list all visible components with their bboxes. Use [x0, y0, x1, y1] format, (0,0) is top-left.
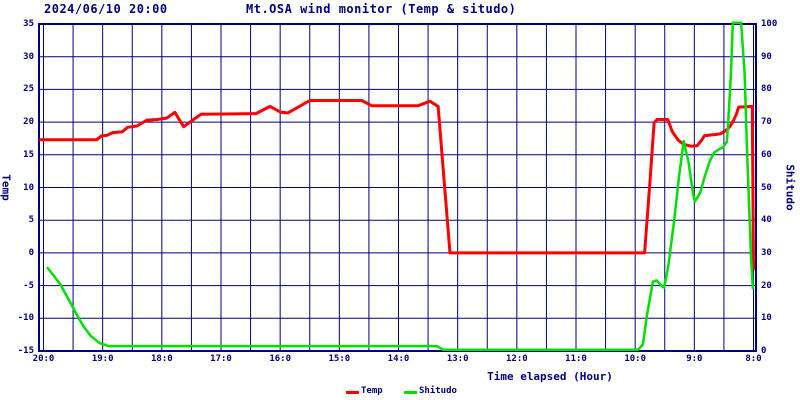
y-right-tick: 60 — [761, 149, 772, 160]
y-left-tick: 0 — [28, 247, 34, 258]
y-left-tick: 15 — [23, 149, 34, 160]
y-left-tick: -10 — [17, 313, 34, 324]
x-tick: 15:0 — [328, 354, 351, 364]
y-right-tick: 20 — [761, 280, 772, 291]
x-tick: 9:0 — [686, 354, 703, 364]
y-left-tick: 20 — [23, 117, 34, 128]
legend-shitudo-label: Shitudo — [419, 386, 457, 396]
series-temp-line — [39, 99, 755, 270]
y-left-tick: -5 — [23, 280, 34, 291]
legend-temp-label: Temp — [361, 386, 383, 396]
series-shitudo-line — [46, 21, 755, 351]
y-right-tick: 100 — [761, 19, 778, 29]
y-left-tick: 25 — [23, 84, 34, 95]
y-right-tick: 10 — [761, 313, 772, 324]
y-left-tick: 30 — [23, 51, 34, 62]
y-right-tick: 80 — [761, 84, 772, 95]
x-tick: 17:0 — [210, 354, 232, 364]
y-axis-right-label: Shitudo — [783, 164, 797, 211]
chart-datetime: 2024/06/10 20:00 — [44, 2, 168, 16]
plot-frame — [38, 23, 757, 352]
y-right-tick: 90 — [761, 51, 772, 62]
x-tick: 16:0 — [269, 354, 291, 364]
legend-shitudo-swatch — [404, 391, 417, 394]
chart-title: Mt.OSA wind monitor (Temp & situdo) — [246, 2, 517, 16]
x-tick: 14:0 — [387, 354, 410, 364]
y-axis-left-label: Temp — [0, 174, 13, 201]
x-tick: 18:0 — [150, 354, 173, 364]
x-tick: 10:0 — [624, 354, 646, 364]
legend-temp-swatch — [346, 391, 359, 394]
x-tick: 19:0 — [91, 354, 114, 364]
y-left-tick: -15 — [17, 346, 34, 356]
y-left-tick: 5 — [28, 215, 34, 226]
x-tick: 8:0 — [745, 354, 762, 364]
y-right-tick: 0 — [761, 346, 767, 356]
y-left-tick: 35 — [23, 19, 34, 29]
x-tick: 13:0 — [446, 354, 469, 364]
y-right-tick: 70 — [761, 117, 772, 128]
y-right-tick: 40 — [761, 215, 772, 226]
x-tick: 20:0 — [32, 354, 55, 364]
x-axis-label: Time elapsed (Hour) — [487, 370, 613, 383]
y-left-tick: 10 — [23, 182, 34, 193]
y-right-tick: 30 — [761, 247, 772, 258]
x-tick: 12:0 — [505, 354, 528, 364]
x-tick: 11:0 — [565, 354, 587, 364]
y-right-tick: 50 — [761, 182, 772, 193]
